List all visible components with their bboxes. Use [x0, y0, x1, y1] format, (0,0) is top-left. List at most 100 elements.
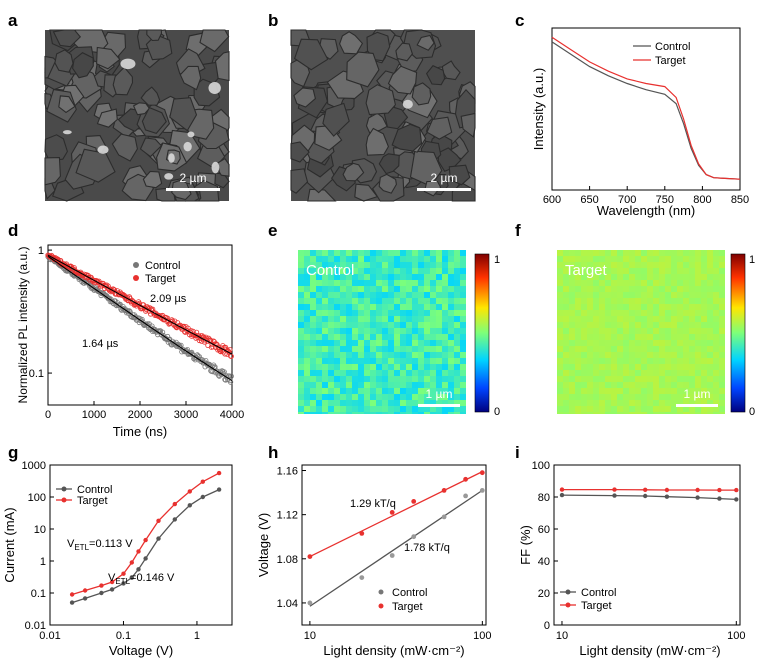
map-pixel [388, 304, 394, 310]
map-pixel [442, 250, 448, 256]
map-pixel [581, 340, 587, 346]
map-pixel [689, 256, 695, 262]
map-pixel [713, 262, 719, 268]
map-pixel [448, 328, 454, 334]
map-pixel [394, 250, 400, 256]
map-pixel [623, 256, 629, 262]
map-pixel [587, 262, 593, 268]
map-pixel [701, 394, 707, 400]
map-pixel [460, 382, 466, 388]
map-pixel [382, 322, 388, 328]
map-pixel [328, 370, 334, 376]
map-pixel [358, 364, 364, 370]
map-pixel [605, 340, 611, 346]
map-pixel [581, 352, 587, 358]
map-pixel [587, 304, 593, 310]
map-pixel [599, 316, 605, 322]
map-pixel [701, 352, 707, 358]
map-pixel [611, 412, 617, 414]
map-pixel [653, 274, 659, 280]
map-pixel [304, 262, 310, 268]
map-pixel [659, 340, 665, 346]
map-pixel [695, 400, 701, 406]
map-pixel [635, 304, 641, 310]
sem-grain [365, 84, 396, 116]
map-pixel [370, 334, 376, 340]
map-pixel [677, 340, 683, 346]
map-pixel [701, 400, 707, 406]
map-pixel [316, 262, 322, 268]
map-pixel [442, 334, 448, 340]
map-pixel [689, 400, 695, 406]
map-pixel [442, 304, 448, 310]
map-pixel [382, 298, 388, 304]
map-pixel [683, 286, 689, 292]
map-pixel [599, 286, 605, 292]
map-pixel [569, 400, 575, 406]
map-pixel [653, 286, 659, 292]
map-pixel [430, 412, 436, 414]
map-pixel [599, 292, 605, 298]
map-pixel [334, 304, 340, 310]
map-pixel [460, 394, 466, 400]
map-pixel [599, 262, 605, 268]
map-pixel [418, 274, 424, 280]
map-pixel [346, 364, 352, 370]
map-pixel [406, 370, 412, 376]
map-pixel [575, 388, 581, 394]
map-pixel [659, 316, 665, 322]
map-pixel [436, 298, 442, 304]
map-pixel [406, 394, 412, 400]
map-pixel [412, 274, 418, 280]
map-pixel [322, 400, 328, 406]
map-pixel [617, 376, 623, 382]
y-tick-label: 0.1 [29, 368, 44, 380]
sem-grain [339, 31, 364, 55]
map-pixel [623, 346, 629, 352]
map-pixel [677, 334, 683, 340]
map-pixel [617, 286, 623, 292]
map-pixel [358, 406, 364, 412]
map-pixel [581, 304, 587, 310]
map-pixel [575, 262, 581, 268]
map-pixel [563, 334, 569, 340]
map-pixel [665, 358, 671, 364]
map-pixel [358, 286, 364, 292]
map-pixel [400, 412, 406, 414]
map-pixel [328, 388, 334, 394]
map-pixel [436, 394, 442, 400]
map-pixel [671, 250, 677, 256]
map-pixel [641, 382, 647, 388]
map-pixel [334, 412, 340, 414]
map-pixel [436, 280, 442, 286]
map-pixel [611, 280, 617, 286]
map-pixel [557, 376, 563, 382]
map-pixel [713, 310, 719, 316]
map-pixel [334, 262, 340, 268]
map-pixel [575, 298, 581, 304]
map-pixel [575, 268, 581, 274]
data-point-control [106, 296, 112, 302]
map-pixel [424, 370, 430, 376]
map-pixel [406, 358, 412, 364]
map-pixel [659, 406, 665, 412]
map-pixel [671, 394, 677, 400]
map-pixel [328, 382, 334, 388]
map-pixel [334, 346, 340, 352]
map-pixel [593, 364, 599, 370]
sem-grain [199, 29, 230, 53]
map-pixel [340, 310, 346, 316]
map-pixel [346, 328, 352, 334]
map-pixel [719, 376, 725, 382]
map-pixel [448, 262, 454, 268]
map-pixel [340, 340, 346, 346]
map-pixel [677, 274, 683, 280]
map-pixel [647, 358, 653, 364]
map-pixel [599, 412, 605, 414]
map-pixel [358, 328, 364, 334]
map-pixel [611, 250, 617, 256]
map-pixel [448, 388, 454, 394]
map-pixel [593, 298, 599, 304]
annotation-ideality-target: 1.29 kT/q [350, 498, 396, 510]
map-pixel [370, 328, 376, 334]
